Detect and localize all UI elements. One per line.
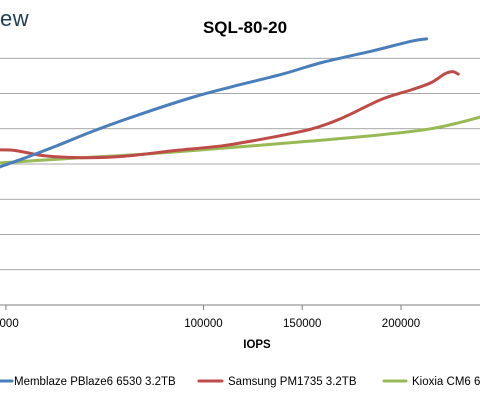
x-axis-label: IOPS	[243, 339, 271, 351]
series-line-2	[0, 70, 460, 160]
series-line-1	[0, 37, 429, 169]
brand-logo-text: ew	[0, 6, 30, 31]
x-tick-label-3: 150000	[283, 318, 321, 330]
x-tick-label-2: 100000	[184, 318, 222, 330]
x-tick-label-4: 200000	[382, 318, 420, 330]
chart-title: SQL-80-20	[203, 18, 287, 37]
x-tick-label-1: 0000	[0, 318, 19, 330]
legend-label-3: Kioxia CM6 6.4TB	[412, 376, 480, 388]
legend-label-2: Samsung PM1735 3.2TB	[228, 376, 357, 388]
legend-label-1: Memblaze PBlaze6 6530 3.2TB	[14, 376, 176, 388]
